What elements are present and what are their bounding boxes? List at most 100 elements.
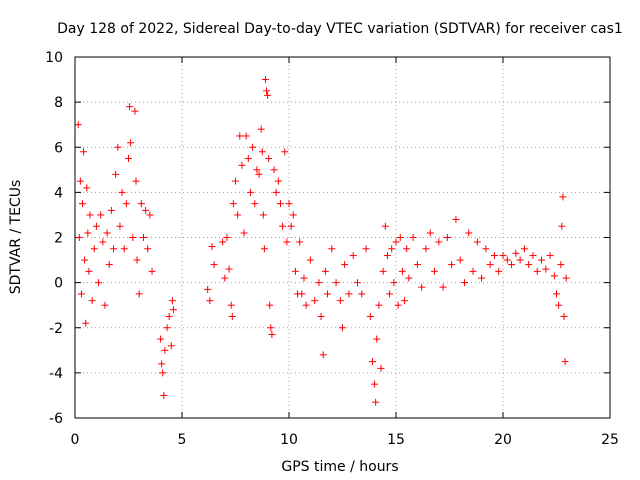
data-point <box>76 177 84 185</box>
data-point <box>388 245 396 253</box>
data-point <box>267 324 275 332</box>
data-point <box>116 222 124 230</box>
data-point <box>255 170 263 178</box>
data-point <box>289 211 297 219</box>
data-point <box>258 148 266 156</box>
data-point <box>95 279 103 287</box>
data-point <box>431 267 439 275</box>
data-point <box>264 91 272 99</box>
data-point <box>274 177 282 185</box>
data-point <box>495 267 503 275</box>
data-point <box>257 125 265 133</box>
data-point <box>562 274 570 282</box>
y-tick-label: -2 <box>49 321 63 337</box>
plot-frame <box>74 56 611 419</box>
data-point <box>240 229 248 237</box>
data-point <box>398 267 406 275</box>
data-point <box>401 297 409 305</box>
data-point <box>259 211 267 219</box>
data-point <box>169 306 177 314</box>
data-point <box>392 238 400 246</box>
data-point <box>146 211 154 219</box>
data-point <box>341 261 349 269</box>
data-point <box>99 238 107 246</box>
data-point <box>78 200 86 208</box>
data-point <box>525 261 533 269</box>
data-point <box>77 290 85 298</box>
data-point <box>439 283 447 291</box>
data-point <box>161 346 169 354</box>
data-point <box>142 206 150 214</box>
y-tick-label: 4 <box>54 185 63 201</box>
data-point <box>371 380 379 388</box>
data-point <box>253 166 261 174</box>
grid <box>75 57 610 418</box>
data-point <box>165 312 173 320</box>
data-point <box>403 245 411 253</box>
data-point <box>473 238 481 246</box>
data-point <box>97 211 105 219</box>
data-point <box>127 139 135 147</box>
data-point <box>358 290 366 298</box>
data-point <box>561 358 569 366</box>
data-point <box>265 155 273 163</box>
data-point <box>132 177 140 185</box>
data-point <box>368 358 376 366</box>
data-point <box>129 234 137 241</box>
data-point <box>204 285 212 293</box>
data-point <box>279 222 287 230</box>
data-point <box>92 222 100 230</box>
x-tick-label: 25 <box>601 432 619 448</box>
data-point <box>158 360 166 368</box>
data-point <box>251 200 259 208</box>
data-point <box>460 279 468 287</box>
data-point <box>550 272 558 280</box>
x-tick-label: 0 <box>71 432 80 448</box>
data-point <box>302 301 310 309</box>
data-point <box>221 274 229 282</box>
data-point <box>263 87 271 95</box>
data-point <box>422 245 430 253</box>
data-point <box>110 245 118 253</box>
data-point <box>555 301 563 309</box>
data-point <box>112 170 120 178</box>
data-point <box>163 324 171 332</box>
data-point <box>272 188 280 196</box>
data-point <box>157 335 165 343</box>
data-point <box>538 256 546 264</box>
data-point <box>285 200 293 208</box>
data-point <box>114 143 122 151</box>
data-point <box>529 252 537 260</box>
data-point <box>383 252 391 260</box>
y-axis-label: SDTVAR / TECUs <box>8 180 24 295</box>
data-point <box>553 290 560 298</box>
data-point <box>90 245 98 253</box>
data-point <box>234 211 242 219</box>
data-point <box>349 252 357 260</box>
data-point <box>261 76 269 84</box>
data-point <box>236 132 244 140</box>
data-point <box>394 301 402 309</box>
data-point <box>418 283 426 291</box>
data-point <box>560 312 568 320</box>
data-point <box>443 234 451 241</box>
data-point <box>126 103 134 111</box>
data-point <box>168 297 176 305</box>
data-point <box>298 290 306 298</box>
data-point <box>144 245 152 253</box>
data-point <box>80 148 88 156</box>
data-point <box>345 290 353 298</box>
y-tick-label: -6 <box>49 411 63 427</box>
data-point <box>160 391 168 399</box>
data-point <box>118 188 126 196</box>
data-point <box>377 364 385 372</box>
data-point <box>503 256 511 264</box>
data-point <box>260 245 268 253</box>
y-tick-label: 8 <box>54 95 63 111</box>
data-point <box>469 267 477 275</box>
data-point <box>135 290 143 298</box>
data-point <box>229 200 237 208</box>
data-point <box>486 261 494 269</box>
data-point <box>82 319 90 327</box>
data-point <box>372 398 380 406</box>
